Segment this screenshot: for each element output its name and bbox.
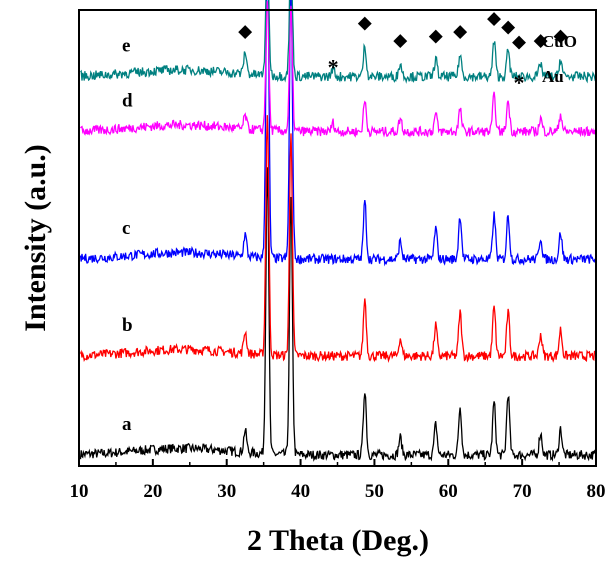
series-b-label: b [122,315,133,336]
cuo-peak-marker: ◆ [357,13,372,32]
legend: ◆ CuO * Au [511,32,577,95]
legend-cuo-label: CuO [542,32,577,51]
series-c-line [79,0,596,267]
cuo-peak-marker: ◆ [393,30,408,49]
x-tick-label: 30 [217,481,236,502]
series-e-label: e [122,36,130,57]
series-labels: a b c d e [122,36,133,435]
series-a-line [79,167,596,462]
x-tick-label: 70 [513,481,532,502]
x-tick-label: 40 [291,481,310,502]
x-tick-label: 80 [587,481,606,502]
cuo-peak-marker: ◆ [501,17,516,36]
legend-au-symbol: * [514,70,525,95]
series-curves [79,0,596,462]
x-tick-label: 10 [70,481,89,502]
series-e-line [80,0,596,84]
cuo-peak-marker: ◆ [533,30,548,49]
cuo-peak-marker: ◆ [453,22,468,41]
cuo-peak-marker: ◆ [553,26,568,45]
x-axis-ticks: 10 20 30 40 50 60 70 80 [70,459,606,502]
peak-markers: ◆◆◆◆◆◆◆◆◆◆◆* [238,8,568,80]
series-d-line [79,1,596,138]
cuo-peak-marker: ◆ [238,22,253,41]
x-tick-label: 50 [365,481,384,502]
series-b-line [79,115,596,363]
y-axis-title: Intensity (a.u.) [19,144,52,332]
x-axis-title: 2 Theta (Deg.) [247,524,429,557]
cuo-peak-marker: ◆ [487,8,502,27]
legend-cuo-symbol: ◆ [511,32,526,51]
au-peak-marker: * [328,55,339,80]
series-d-label: d [122,91,133,112]
series-c-label: c [122,218,130,239]
cuo-peak-marker: ◆ [428,26,443,45]
series-a-label: a [122,414,132,435]
legend-au-label: Au [542,67,564,86]
x-tick-label: 60 [439,481,458,502]
x-tick-label: 20 [143,481,162,502]
